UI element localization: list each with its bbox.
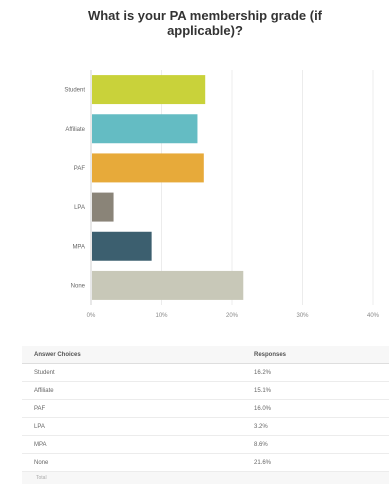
table-cell-label: None <box>34 459 49 466</box>
table-cell-value: 16.0% <box>254 405 272 412</box>
x-tick-label: 40% <box>367 313 380 319</box>
table-cell-label: Affiliate <box>34 387 54 394</box>
bar-mpa[interactable] <box>92 231 152 261</box>
table-cell-label: LPA <box>34 423 45 430</box>
chart-title: What is your PA membership grade (if app… <box>87 8 323 38</box>
category-label: PAF <box>74 166 86 172</box>
bar-paf[interactable] <box>92 153 204 183</box>
table-header-responses[interactable]: Responses <box>254 351 287 358</box>
table-row: PAF 16.0% <box>22 400 389 418</box>
bar-lpa[interactable] <box>92 192 114 222</box>
table-cell-value: 21.6% <box>254 459 272 466</box>
table-header-row: Answer Choices Responses <box>22 346 389 364</box>
table-header-answer[interactable]: Answer Choices <box>34 351 81 358</box>
table-row: Affiliate 15.1% <box>22 382 389 400</box>
x-tick-label: 30% <box>296 313 309 319</box>
bar-none[interactable] <box>92 270 244 300</box>
grid-layer <box>90 70 374 305</box>
bar-affiliate[interactable] <box>92 114 198 144</box>
table-cell-label: MPA <box>34 441 47 448</box>
response-table: Answer Choices Responses Student 16.2% A… <box>22 346 389 484</box>
table-row: Student 16.2% <box>22 364 389 382</box>
category-label: LPA <box>74 205 85 211</box>
table-cell-label: Student <box>34 369 55 376</box>
table-cell-value: 15.1% <box>254 387 272 394</box>
table-cell-value: 8.6% <box>254 441 268 448</box>
x-tick-label: 10% <box>155 313 168 319</box>
table-footer: Total <box>22 472 389 484</box>
table-cell-value: 3.2% <box>254 423 268 430</box>
table-cell-value: 16.2% <box>254 369 272 376</box>
table-row: LPA 3.2% <box>22 418 389 436</box>
bars-layer <box>92 75 244 300</box>
table-cell-label: PAF <box>34 405 46 412</box>
bar-student[interactable] <box>92 75 206 105</box>
category-label: MPA <box>72 244 85 250</box>
x-tick-label: 0% <box>87 313 96 319</box>
table-row: None 21.6% <box>22 454 389 472</box>
table-row: MPA 8.6% <box>22 436 389 454</box>
labels-layer: 0% 10% 20% 30% 40% Student Affiliate PAF LPA MPA N… <box>64 88 379 319</box>
category-label: Student <box>64 88 85 94</box>
category-label: Affiliate <box>65 127 85 133</box>
x-tick-label: 20% <box>226 313 239 319</box>
category-label: None <box>71 283 86 289</box>
bar-chart: 0% 10% 20% 30% 40% Student Affiliate PAF LPA MPA N… <box>64 70 380 319</box>
